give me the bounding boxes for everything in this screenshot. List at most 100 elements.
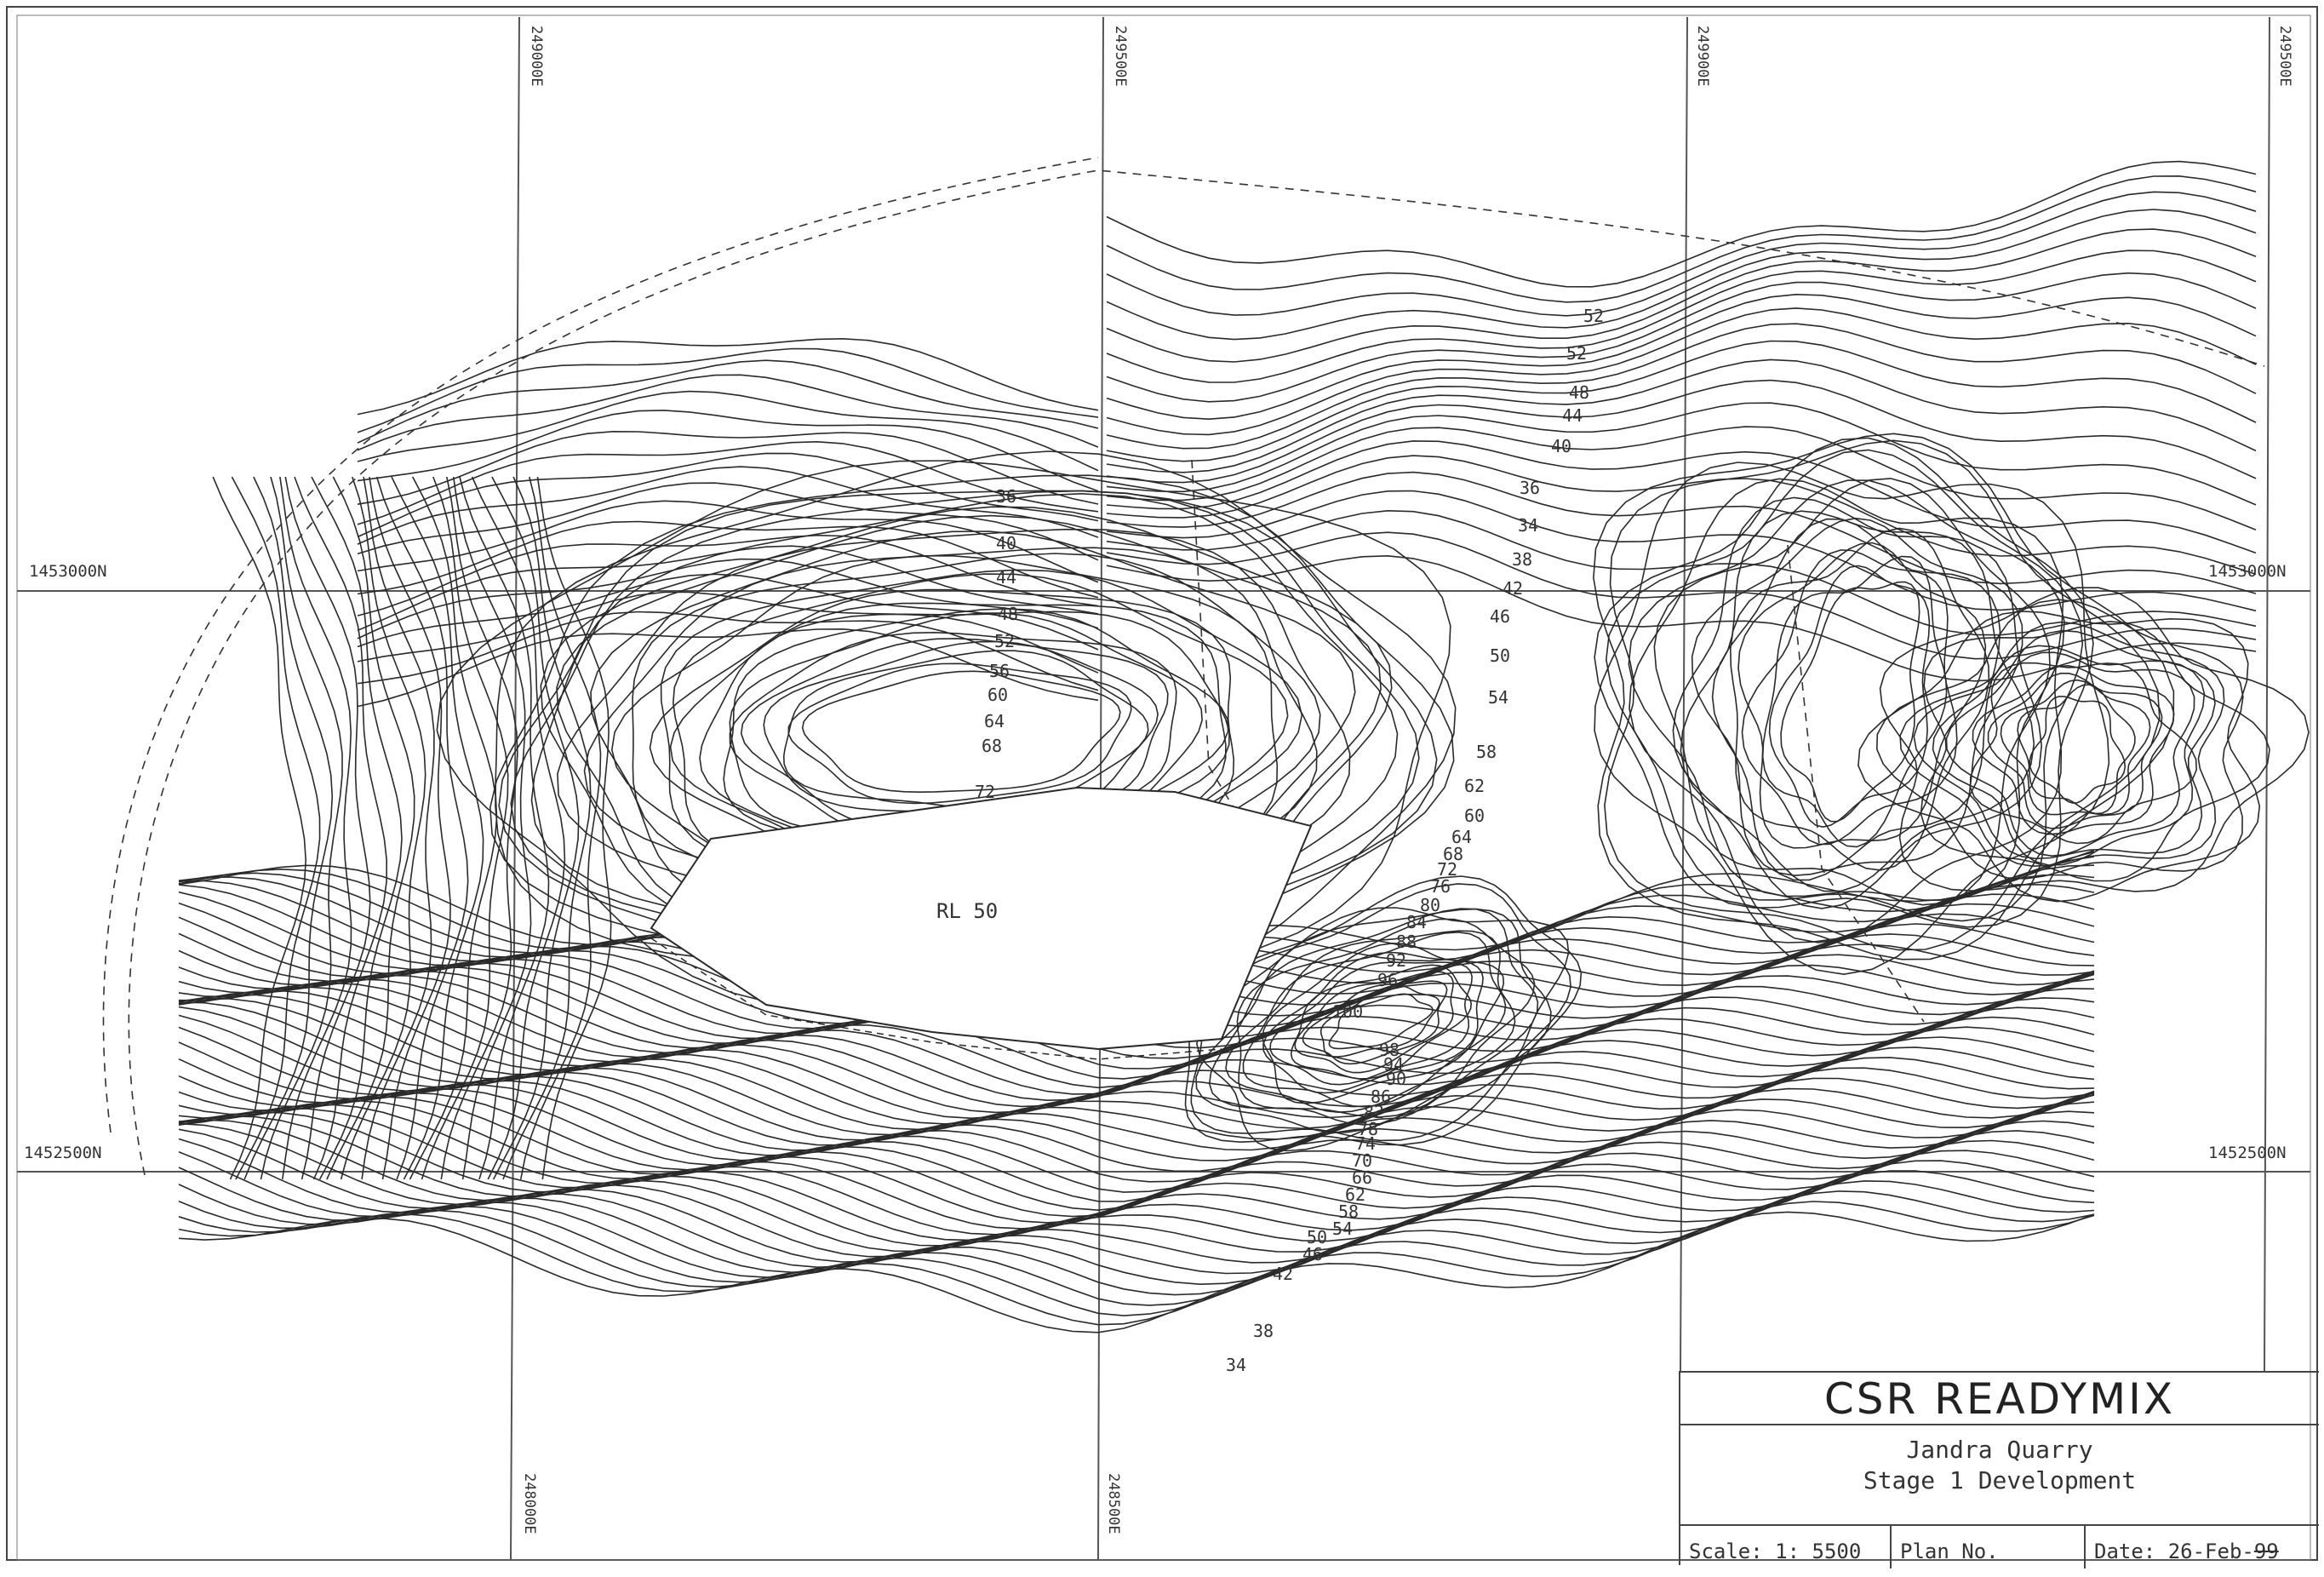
contour-line: [1768, 565, 1931, 829]
contour-line: [2000, 679, 2151, 816]
contour-elevation-label: 36: [1520, 478, 1540, 498]
contour-line: [787, 662, 1132, 805]
track-line: [1191, 459, 1925, 1023]
contour-line: [357, 440, 1099, 525]
contour-line: [357, 573, 1099, 651]
contour-line: [409, 476, 498, 1180]
contour-line: [421, 476, 509, 1180]
contour-elevation-label: 48: [1569, 382, 1589, 403]
contour-elevation-label: 64: [1451, 827, 1472, 847]
contour-elevation-label: 54: [1332, 1219, 1353, 1239]
contour-line: [178, 1094, 2095, 1236]
contour-line: [1236, 918, 1536, 1118]
contour-line: [1972, 664, 2175, 835]
northing-label-left-bottom: 1452500N: [24, 1144, 102, 1162]
contour-line: [1945, 651, 2195, 857]
contour-line: [1106, 509, 2257, 636]
easting-label-bottom-1: 248000E: [521, 1473, 538, 1534]
contour-line: [1899, 621, 2225, 868]
contour-elevation-label: 54: [1488, 687, 1508, 708]
contour-line: [357, 534, 1099, 616]
contour-line: [357, 591, 1099, 674]
easting-label-top-4: 249500E: [2276, 26, 2293, 87]
contour-elevation-label: 66: [1352, 1167, 1372, 1188]
contour-line: [178, 943, 2095, 1069]
contour-line: [1106, 340, 2257, 462]
contour-line: [178, 1201, 2095, 1326]
project-name: Jandra Quarry: [1906, 1436, 2093, 1464]
contour-elevation-label: 38: [1512, 549, 1532, 570]
contour-line: [1190, 883, 1571, 1142]
contour-line: [326, 476, 415, 1180]
plan-number-field: Plan No.: [1892, 1526, 2086, 1568]
contour-elevation-label: 74: [1355, 1133, 1376, 1154]
contour-elevation-label: 46: [1490, 606, 1510, 627]
contour-line: [1242, 931, 1507, 1108]
contour-line: [1932, 645, 2206, 866]
title-block: CSR READYMIX Jandra Quarry Stage 1 Devel…: [1679, 1371, 2319, 1568]
contour-line: [369, 476, 451, 1180]
contour-line: [357, 374, 1099, 451]
pit-floor-outline: [650, 786, 1313, 1051]
contour-elevation-label: 48: [998, 604, 1018, 624]
contour-elevation-label: 72: [1437, 859, 1457, 880]
easting-label-top-2: 249500E: [1112, 26, 1129, 87]
contour-elevation-label: 62: [1345, 1184, 1365, 1205]
contour-line: [178, 1101, 2095, 1242]
contour-line: [357, 482, 1099, 561]
contour-line: [178, 1150, 2095, 1275]
contour-elevation-label: 56: [989, 661, 1010, 681]
contour-line: [519, 476, 602, 1180]
contour-elevation-label: 52: [1583, 306, 1604, 326]
contour-line: [1913, 629, 2216, 860]
pit-floor-label: RL 50: [936, 899, 998, 923]
contour-elevation-label: 82: [1364, 1102, 1384, 1122]
contour-line: [491, 476, 580, 1180]
contour-line: [1969, 662, 2198, 845]
sheet-inner-border: [16, 14, 2311, 1561]
contour-line: [178, 1160, 2095, 1286]
contour-line: [311, 476, 403, 1180]
contour-line: [2029, 696, 2127, 804]
boundary-line: [128, 169, 2265, 1176]
contour-elevation-label: 44: [1562, 405, 1583, 426]
contour-line: [1106, 358, 2257, 473]
contour-line: [294, 476, 388, 1180]
contour-elevation-label: 40: [996, 533, 1016, 553]
contour-elevation-label: 94: [1383, 1054, 1404, 1075]
contour-elevation-label: 42: [1273, 1264, 1293, 1284]
contour-elevation-label: 42: [1503, 578, 1523, 599]
contour-line: [1604, 439, 2161, 951]
contour-line: [1729, 527, 1990, 871]
easting-label-bottom-2: 248500E: [1105, 1473, 1122, 1534]
title-block-footer: Scale: 1: 5500 Plan No. Date: 26-Feb-99: [1680, 1524, 2319, 1568]
contour-elevation-label: 52: [994, 631, 1015, 651]
contour-line: [1737, 542, 1987, 849]
contour-line: [1269, 961, 1474, 1086]
contour-line: [1653, 478, 2051, 906]
contour-line: [357, 347, 1099, 433]
contour-line: [1106, 160, 2257, 288]
contour-line: [178, 1190, 2095, 1316]
contour-line: [212, 476, 307, 1180]
contour-elevation-label: 84: [1406, 912, 1427, 932]
contour-line: [1106, 379, 2257, 484]
contour-elevation-label: 62: [1464, 776, 1485, 796]
contour-line: [357, 359, 1099, 444]
contour-line: [260, 476, 343, 1180]
contour-line: [243, 476, 334, 1180]
contour-line: [1106, 249, 2257, 383]
boundary-line: [102, 157, 1099, 1133]
contour-line: [1290, 964, 1473, 1080]
contour-line: [231, 476, 321, 1180]
contour-line: [1319, 984, 1440, 1058]
contour-elevation-label: 88: [1396, 932, 1417, 952]
contour-elevation-label: 52: [1566, 343, 1587, 364]
contour-line: [1106, 426, 2257, 530]
contour-line: [178, 1077, 2095, 1202]
contour-line: [279, 476, 352, 1180]
contour-elevation-label: 64: [984, 711, 1005, 731]
easting-label-top-1: 249000E: [528, 26, 545, 87]
contour-line: [357, 628, 1099, 708]
